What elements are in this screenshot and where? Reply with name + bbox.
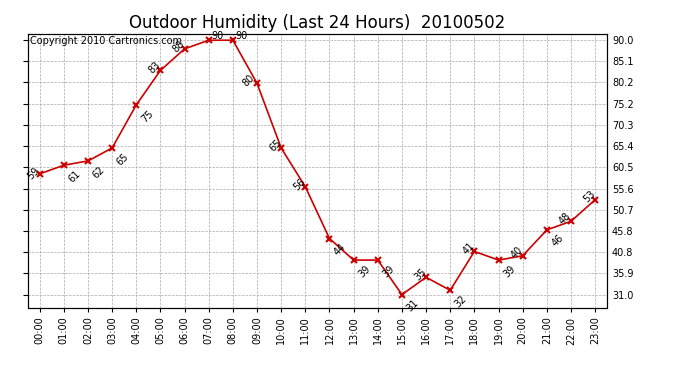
Text: 35: 35: [412, 267, 428, 282]
Text: 90: 90: [236, 31, 248, 41]
Title: Outdoor Humidity (Last 24 Hours)  20100502: Outdoor Humidity (Last 24 Hours) 2010050…: [129, 14, 506, 32]
Text: 61: 61: [67, 168, 82, 184]
Text: 75: 75: [139, 108, 155, 124]
Text: 48: 48: [557, 211, 573, 226]
Text: 83: 83: [146, 60, 162, 75]
Text: 88: 88: [170, 38, 186, 54]
Text: 44: 44: [333, 242, 348, 258]
Text: 90: 90: [212, 31, 224, 41]
Text: 80: 80: [240, 73, 256, 88]
Text: 46: 46: [550, 233, 565, 249]
Text: 41: 41: [460, 241, 476, 256]
Text: 39: 39: [502, 263, 517, 279]
Text: 40: 40: [509, 245, 524, 261]
Text: 56: 56: [291, 176, 307, 192]
Text: Copyright 2010 Cartronics.com: Copyright 2010 Cartronics.com: [30, 36, 182, 46]
Text: 32: 32: [453, 294, 469, 309]
Text: 62: 62: [91, 164, 106, 180]
Text: 65: 65: [267, 137, 283, 153]
Text: 39: 39: [381, 263, 396, 279]
Text: 39: 39: [357, 263, 372, 279]
Text: 31: 31: [405, 298, 420, 314]
Text: 65: 65: [115, 151, 130, 167]
Text: 53: 53: [581, 189, 597, 205]
Text: 59: 59: [26, 166, 41, 182]
